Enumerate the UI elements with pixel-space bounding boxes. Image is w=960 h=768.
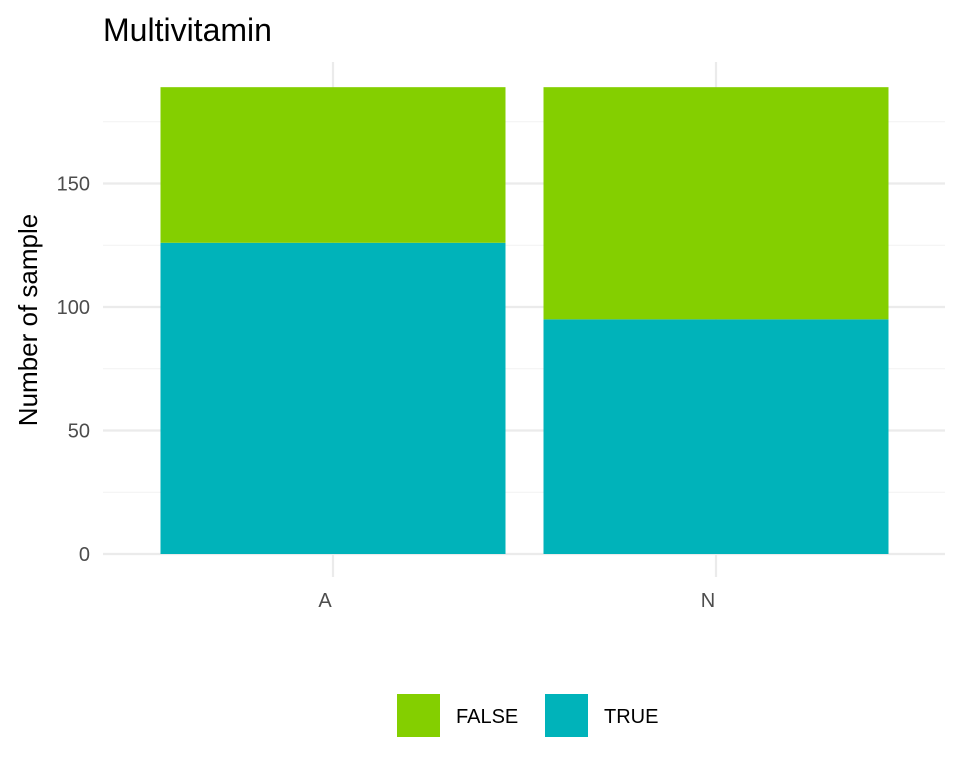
y-tick-label: 50 [68, 421, 90, 443]
y-tick-label: 0 [79, 544, 90, 566]
y-axis-title: Number of sample [13, 214, 43, 426]
legend-key-true [545, 694, 588, 737]
legend: FALSE TRUE [397, 694, 658, 737]
bar-n-false [543, 87, 889, 320]
legend-key-false [397, 694, 440, 737]
legend-label-true: TRUE [604, 706, 658, 728]
bar-n-true [543, 319, 889, 554]
bar-a-true [160, 242, 506, 554]
bars [160, 87, 889, 554]
x-tick-label: A [318, 590, 332, 612]
y-tick-label: 100 [57, 297, 90, 319]
chart-title: Multivitamin [103, 12, 272, 48]
y-tick-label: 150 [57, 174, 90, 196]
bar-a-false [160, 87, 506, 243]
y-tick-labels: 0 50 100 150 [57, 174, 90, 567]
x-tick-label: N [701, 590, 715, 612]
legend-label-false: FALSE [456, 706, 518, 728]
